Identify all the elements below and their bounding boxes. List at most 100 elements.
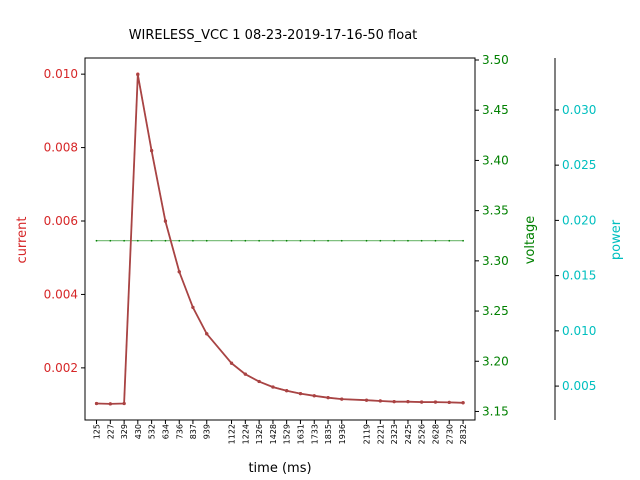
x-tick-label: 837 [189,424,198,439]
chart-title: WIRELESS_VCC 1 08-23-2019-17-16-50 float [129,28,418,43]
power-tick-label: 0.030 [562,103,596,117]
power-point [122,401,126,406]
voltage-tick-label: 3.25 [482,304,509,318]
power-point [94,401,99,406]
voltage-point [258,239,261,242]
power-point [392,400,396,404]
current-tick-label: 0.002 [44,361,78,375]
voltage-point [407,239,409,242]
power-axis: 0.005 0.010 0.015 0.020 0.025 0.030 [554,58,596,420]
voltage-point [272,239,274,242]
voltage-point [327,239,329,242]
x-axis: 125 227 329 430 532 634 736 837 939 1122 1224 1326 1… [93,420,468,444]
x-tick-label: 227 [106,424,115,439]
power-point [420,400,424,404]
x-tick-label: 634 [161,424,170,439]
voltage-point [285,239,288,242]
power-tick-label: 0.015 [562,269,596,283]
x-axis-label: time (ms) [248,461,311,476]
voltage-point [365,239,368,242]
current-axis: 0.002 0.004 0.006 0.008 0.010 [44,67,85,375]
power-point [326,396,330,400]
x-tick-label: 2526 [418,424,427,444]
x-tick-label: 1631 [296,424,305,444]
voltage-point [123,239,126,242]
voltage-tick-label: 3.50 [482,53,509,67]
voltage-axis-label: voltage [523,216,538,265]
x-tick-label: 2221 [376,424,385,444]
x-tick-label: 1326 [255,424,264,444]
current-tick-label: 0.010 [44,67,78,81]
power-point [433,400,438,404]
power-point [271,385,275,389]
x-tick-label: 1529 [283,424,292,444]
power-point [205,332,209,336]
voltage-point [340,239,343,242]
power-line [96,74,464,405]
voltage-point [420,239,423,242]
power-tick-label: 0.010 [562,324,596,338]
x-tick-label: 2425 [404,424,413,444]
x-tick-label: 2119 [363,424,372,444]
x-tick-label: 2730 [445,424,454,444]
voltage-point [150,239,153,242]
power-point [340,397,344,401]
power-point [191,305,195,310]
x-tick-label: 1835 [324,424,333,444]
power-point [298,391,303,396]
power-point [312,394,316,398]
voltage-point [205,239,208,242]
voltage-axis: 3.15 3.20 3.25 3.30 3.35 3.40 3.45 3.50 [475,53,509,418]
voltage-tick-label: 3.15 [482,404,509,418]
current-line [96,74,464,405]
voltage-point [379,239,382,242]
plot-marks [94,72,465,406]
x-tick-label: 430 [134,424,143,439]
power-point [461,401,465,405]
x-tick-label: 1122 [228,424,237,444]
voltage-point [393,239,396,242]
voltage-tick-label: 3.35 [482,204,509,218]
plot-frame [84,57,476,421]
power-point [150,149,154,153]
power-point [108,402,112,406]
x-tick-label: 329 [120,424,129,439]
voltage-tick-label: 3.40 [482,153,509,167]
power-point [163,219,168,223]
x-tick-label: 2832 [459,424,468,444]
power-tick-label: 0.005 [562,379,596,393]
x-tick-label: 736 [175,424,184,439]
voltage-point [178,239,181,242]
x-tick-label: 939 [203,424,212,439]
voltage-point [109,239,112,242]
x-tick-label: 532 [148,424,157,439]
power-axis-label: power [609,219,624,260]
current-tick-label: 0.004 [44,287,78,301]
power-point [406,400,410,404]
voltage-point [230,239,233,242]
voltage-point [299,239,302,242]
voltage-point [95,239,98,242]
power-point [257,379,261,384]
voltage-point [448,239,451,242]
power-point [285,389,289,393]
current-tick-label: 0.008 [44,141,78,155]
x-tick-label: 1733 [310,424,319,444]
x-tick-label: 2323 [390,424,399,444]
power-point [229,361,234,365]
x-tick-label: 2628 [431,424,440,444]
voltage-point [192,239,194,242]
power-point [243,372,247,376]
power-tick-label: 0.025 [562,158,596,172]
power-point [447,400,451,405]
current-axis-label: current [15,217,30,264]
x-tick-label: 125 [93,424,102,439]
power-point [136,72,140,77]
power-point [177,270,181,274]
x-tick-label: 1428 [269,424,278,444]
voltage-point [462,239,464,242]
power-point [378,399,382,403]
voltage-point [244,239,247,242]
voltage-point [164,239,167,242]
